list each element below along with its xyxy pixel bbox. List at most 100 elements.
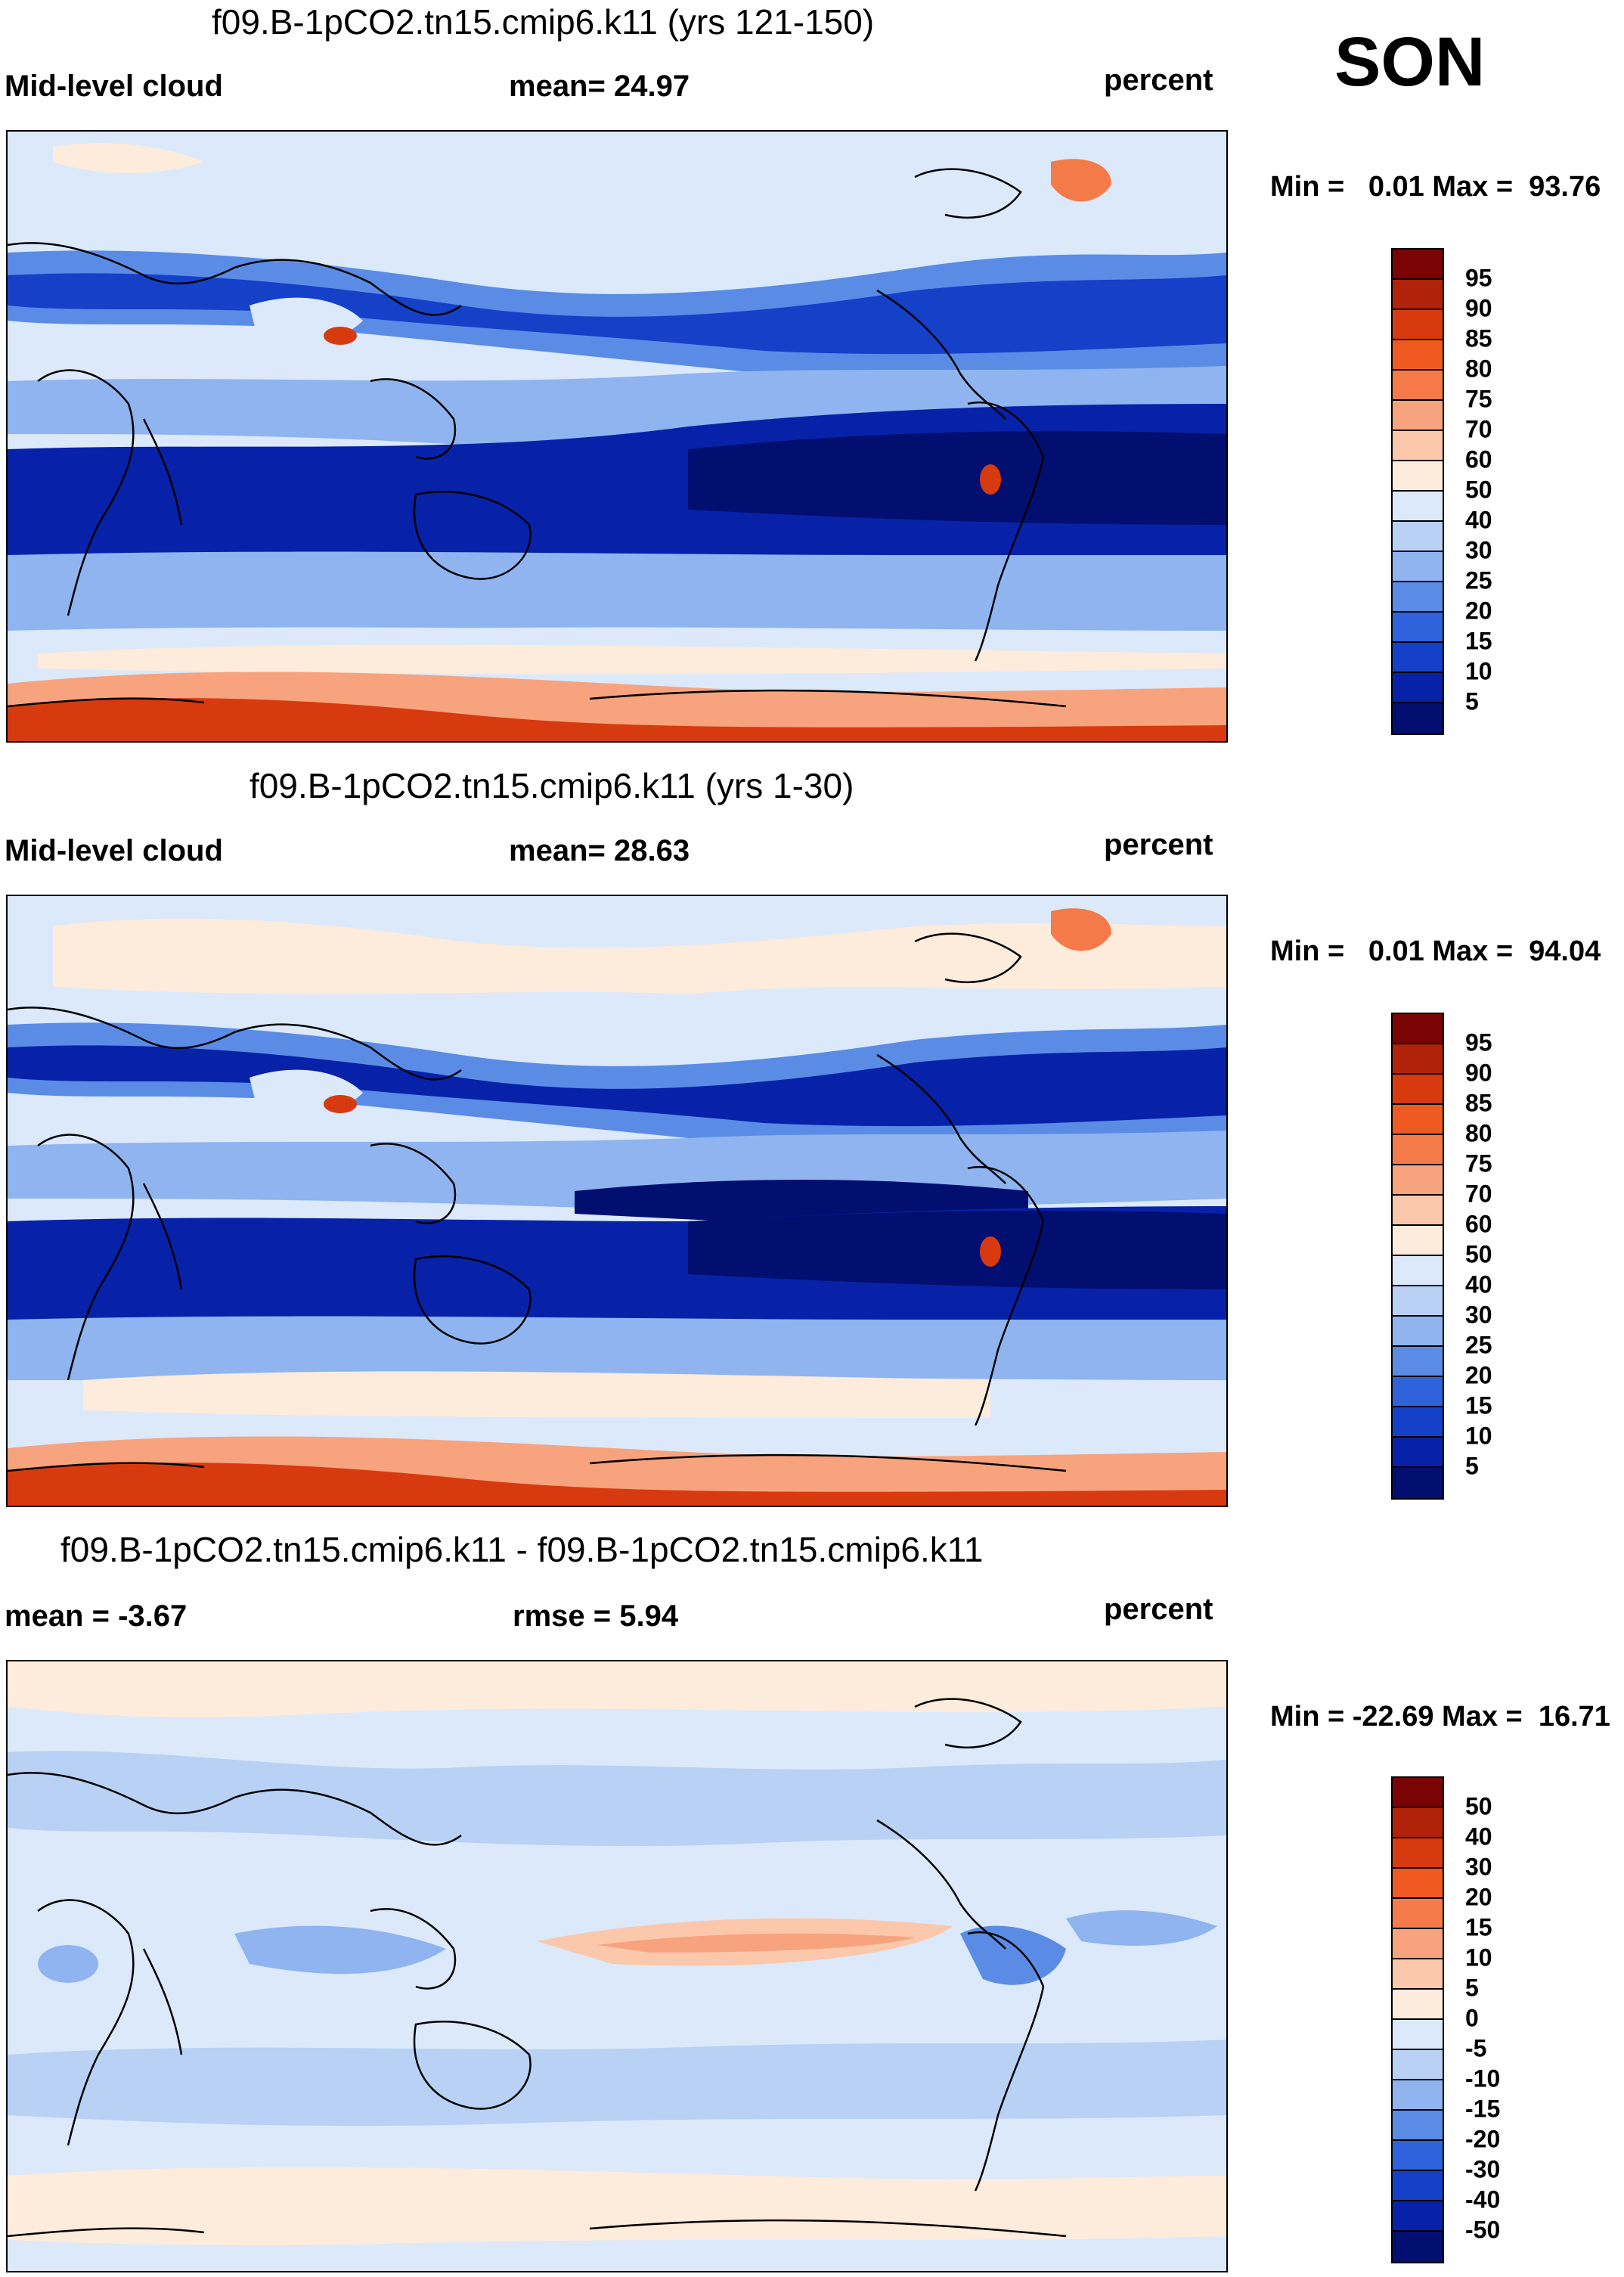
panel3-colorbar-tick-label: -5 [1465,2034,1487,2062]
panel1-colorbar-swatch [1393,643,1443,673]
panel1-mean-label: mean= 24.97 [509,70,690,103]
panel1-colorbar [1391,248,1444,735]
panel2-colorbar [1391,1013,1444,1500]
panel2-antarctic-core [8,1463,1226,1506]
panel3-colorbar-swatch [1393,1929,1443,1959]
panel1-colorbar-swatch [1393,371,1443,401]
panel1-colorbar-tick-label: 15 [1465,627,1492,655]
panel1-colorbar-swatch [1393,431,1443,461]
panel2-colorbar-tick-label: 25 [1465,1331,1492,1359]
panel1-units-label: percent [1104,64,1213,97]
panel3-colorbar-swatch [1393,1808,1443,1838]
panel3-colorbar-swatch [1393,2050,1443,2080]
panel3-colorbar-tick-label: -10 [1465,2065,1501,2092]
panel2-arctic-patch [53,918,1226,994]
panel3-colorbar-swatch [1393,2232,1443,2262]
panel3-colorbar-swatch [1393,1959,1443,1990]
panel2-colorbar-tick-label: 30 [1465,1301,1492,1329]
panel2-minmax: Min = 0.01 Max = 94.04 [1270,935,1601,967]
panel2-tibet-max [324,1095,357,1113]
panel2-andes-max [980,1236,1001,1267]
panel3-colorbar-swatch [1393,2201,1443,2232]
panel3-equatorial-pacific-core [597,1933,915,1953]
panel2-colorbar-tick-label: 85 [1465,1089,1492,1117]
panel1-high-latitude-band [8,132,1226,230]
panel3-colorbar-swatch [1393,2111,1443,2141]
panel3-colorbar-tick-label: 20 [1465,1883,1492,1911]
panel1-colorbar-swatch [1393,703,1443,734]
panel1-colorbar-swatch [1393,613,1443,643]
panel3-colorbar-box [1391,1776,1444,2263]
panel3-colorbar-swatch [1393,1869,1443,1899]
panel3-map [6,1660,1228,2272]
panel3-indian-ocean-negative [234,1925,446,1975]
panel1-title: f09.B-1pCO2.tn15.cmip6.k11 (yrs 121-150) [212,2,875,42]
panel3-colorbar-swatch [1393,2080,1443,2111]
panel3-colorbar-tick-label: 40 [1465,1823,1492,1850]
panel1-colorbar-tick-label: 20 [1465,597,1492,625]
panel3-colorbar-swatch [1393,1838,1443,1869]
panel1-colorbar-tick-label: 50 [1465,476,1492,504]
panel3-colorbar-tick-label: 5 [1465,1974,1479,2002]
panel3-map-svg [8,1661,1226,2271]
panel1-colorbar-box [1391,248,1444,735]
panel3-amazon-negative [960,1925,1066,1985]
panel3-colorbar-swatch [1393,1990,1443,2020]
panel1-colorbar-tick-label: 70 [1465,415,1492,443]
panel1-map-svg [8,132,1226,741]
panel3-colorbar-tick-label: 0 [1465,2004,1479,2032]
panel2-colorbar-swatch [1393,1377,1443,1407]
panel3-colorbar-swatch [1393,1899,1443,1929]
panel3-title: f09.B-1pCO2.tn15.cmip6.k11 - f09.B-1pCO2… [60,1530,984,1569]
panel2-colorbar-tick-label: 15 [1465,1391,1492,1419]
panel2-south-storm-track [8,1316,1226,1380]
panel2-colorbar-swatch [1393,1407,1443,1438]
panel3-colorbar [1391,1776,1444,2263]
panel1-colorbar-swatch [1393,522,1443,552]
panel3-mean-label: mean = -3.67 [5,1599,188,1633]
panel1-colorbar-tick-label: 30 [1465,536,1492,564]
panel3-southern-positive [8,2167,1226,2246]
panel1-greenland-max [1051,159,1111,202]
panel2-colorbar-swatch [1393,1317,1443,1347]
panel2-colorbar-swatch [1393,1226,1443,1256]
panel2-colorbar-swatch [1393,1286,1443,1317]
panel1-colorbar-swatch [1393,250,1443,280]
panel2-colorbar-swatch [1393,1135,1443,1165]
panel2-colorbar-swatch [1393,1347,1443,1377]
panel2-colorbar-tick-label: 20 [1465,1361,1492,1389]
panel2-colorbar-swatch [1393,1105,1443,1135]
panel3-rmse-label: rmse = 5.94 [513,1599,679,1633]
panel1-colorbar-tick-label: 60 [1465,445,1492,473]
panel3-colorbar-tick-label: -50 [1465,2216,1501,2244]
panel3-atlantic-negative [1066,1910,1217,1946]
panel2-mean-label: mean= 28.63 [509,834,690,867]
panel1-colorbar-swatch [1393,310,1443,340]
panel3-units-label: percent [1104,1593,1213,1626]
panel2-colorbar-tick-label: 60 [1465,1210,1492,1238]
panel1-colorbar-tick-label: 5 [1465,687,1479,715]
panel1-south-storm-track [8,551,1226,631]
panel2-greenland-max [1051,908,1111,951]
panel1-colorbar-swatch [1393,401,1443,431]
panel1-colorbar-swatch [1393,673,1443,703]
panel1-colorbar-tick-label: 10 [1465,657,1492,685]
panel1-colorbar-swatch [1393,492,1443,522]
panel1-colorbar-tick-label: 85 [1465,324,1492,352]
panel1-colorbar-tick-label: 40 [1465,506,1492,534]
panel2-colorbar-tick-label: 10 [1465,1422,1492,1450]
panel2-colorbar-swatch [1393,1256,1443,1286]
panel2-colorbar-swatch [1393,1438,1443,1468]
panel2-colorbar-swatch [1393,1014,1443,1044]
panel2-coastlines [8,932,1067,1472]
panel2-variable-label: Mid-level cloud [5,834,223,867]
panel2-title: f09.B-1pCO2.tn15.cmip6.k11 (yrs 1-30) [249,766,854,805]
panel1-colorbar-swatch [1393,461,1443,492]
panel1-north-storm-core [8,273,1226,355]
panel2-map-svg [8,896,1226,1506]
panel1-colorbar-tick-label: 75 [1465,385,1492,413]
panel2-colorbar-tick-label: 40 [1465,1270,1492,1298]
panel1-colorbar-swatch [1393,280,1443,310]
panel1-southern-ocean-patch [38,644,1226,675]
panel2-colorbar-tick-label: 80 [1465,1119,1492,1147]
